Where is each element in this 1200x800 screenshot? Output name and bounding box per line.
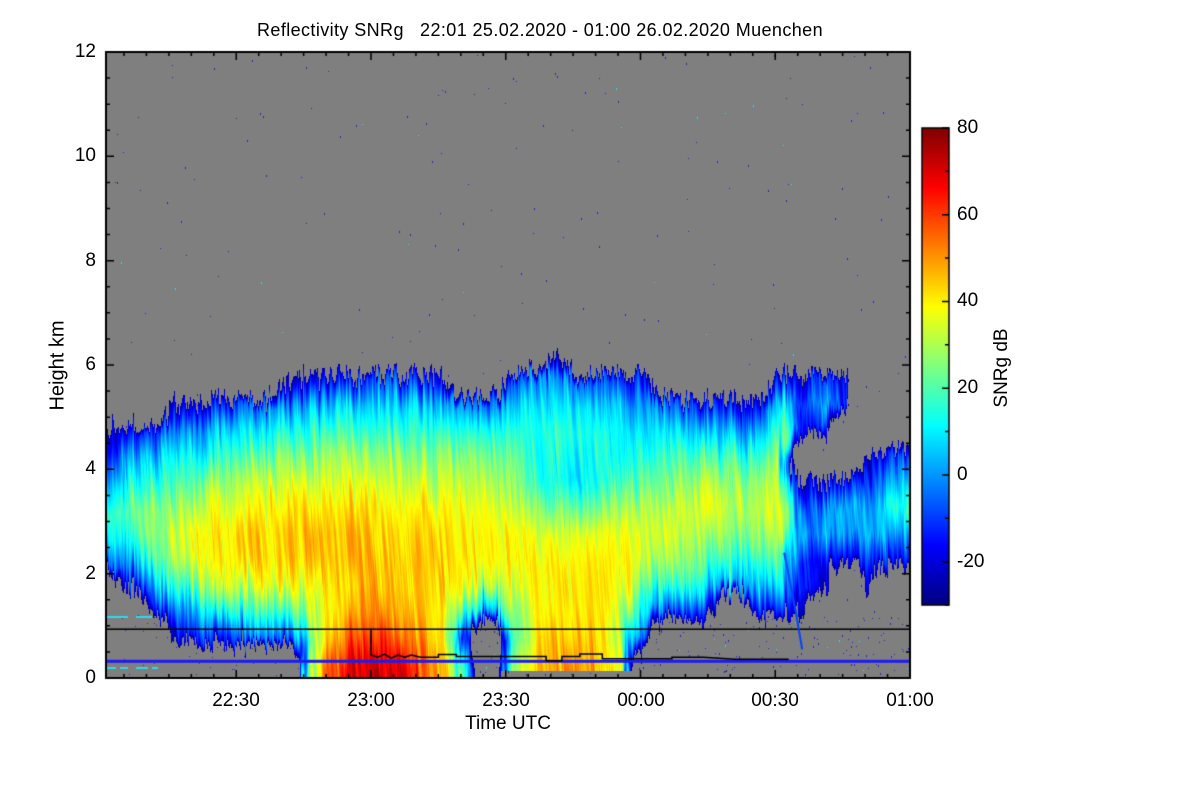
y-tick-label: 12 <box>74 41 96 62</box>
x-tick-label: 01:00 <box>886 690 934 711</box>
chart-title: Reflectivity SNRg 22:01 25.02.2020 - 01:… <box>257 20 823 40</box>
x-tick-label: 23:00 <box>347 690 395 711</box>
colorbar-tick-label: 0 <box>957 464 968 485</box>
x-tick-label: 00:30 <box>751 690 799 711</box>
y-tick-label: 8 <box>85 250 96 271</box>
colorbar-label: SNRg dB <box>991 328 1012 408</box>
y-tick-label: 0 <box>85 667 96 688</box>
colorbar-tick-label: 20 <box>957 377 979 398</box>
x-tick-label: 23:30 <box>482 690 530 711</box>
x-tick-label: 22:30 <box>212 690 260 711</box>
y-tick-label: 10 <box>74 145 96 166</box>
colorbar-tick-label: 40 <box>957 290 979 311</box>
colorbar-tick-label: 60 <box>957 204 979 225</box>
colorbar-tick-label: 80 <box>957 117 979 138</box>
x-axis-label: Time UTC <box>465 713 551 734</box>
y-tick-label: 2 <box>85 563 96 584</box>
colorbar-tick-label: -20 <box>957 551 985 572</box>
y-tick-label: 6 <box>85 354 96 375</box>
y-tick-label: 4 <box>85 458 96 479</box>
x-tick-label: 00:00 <box>617 690 665 711</box>
